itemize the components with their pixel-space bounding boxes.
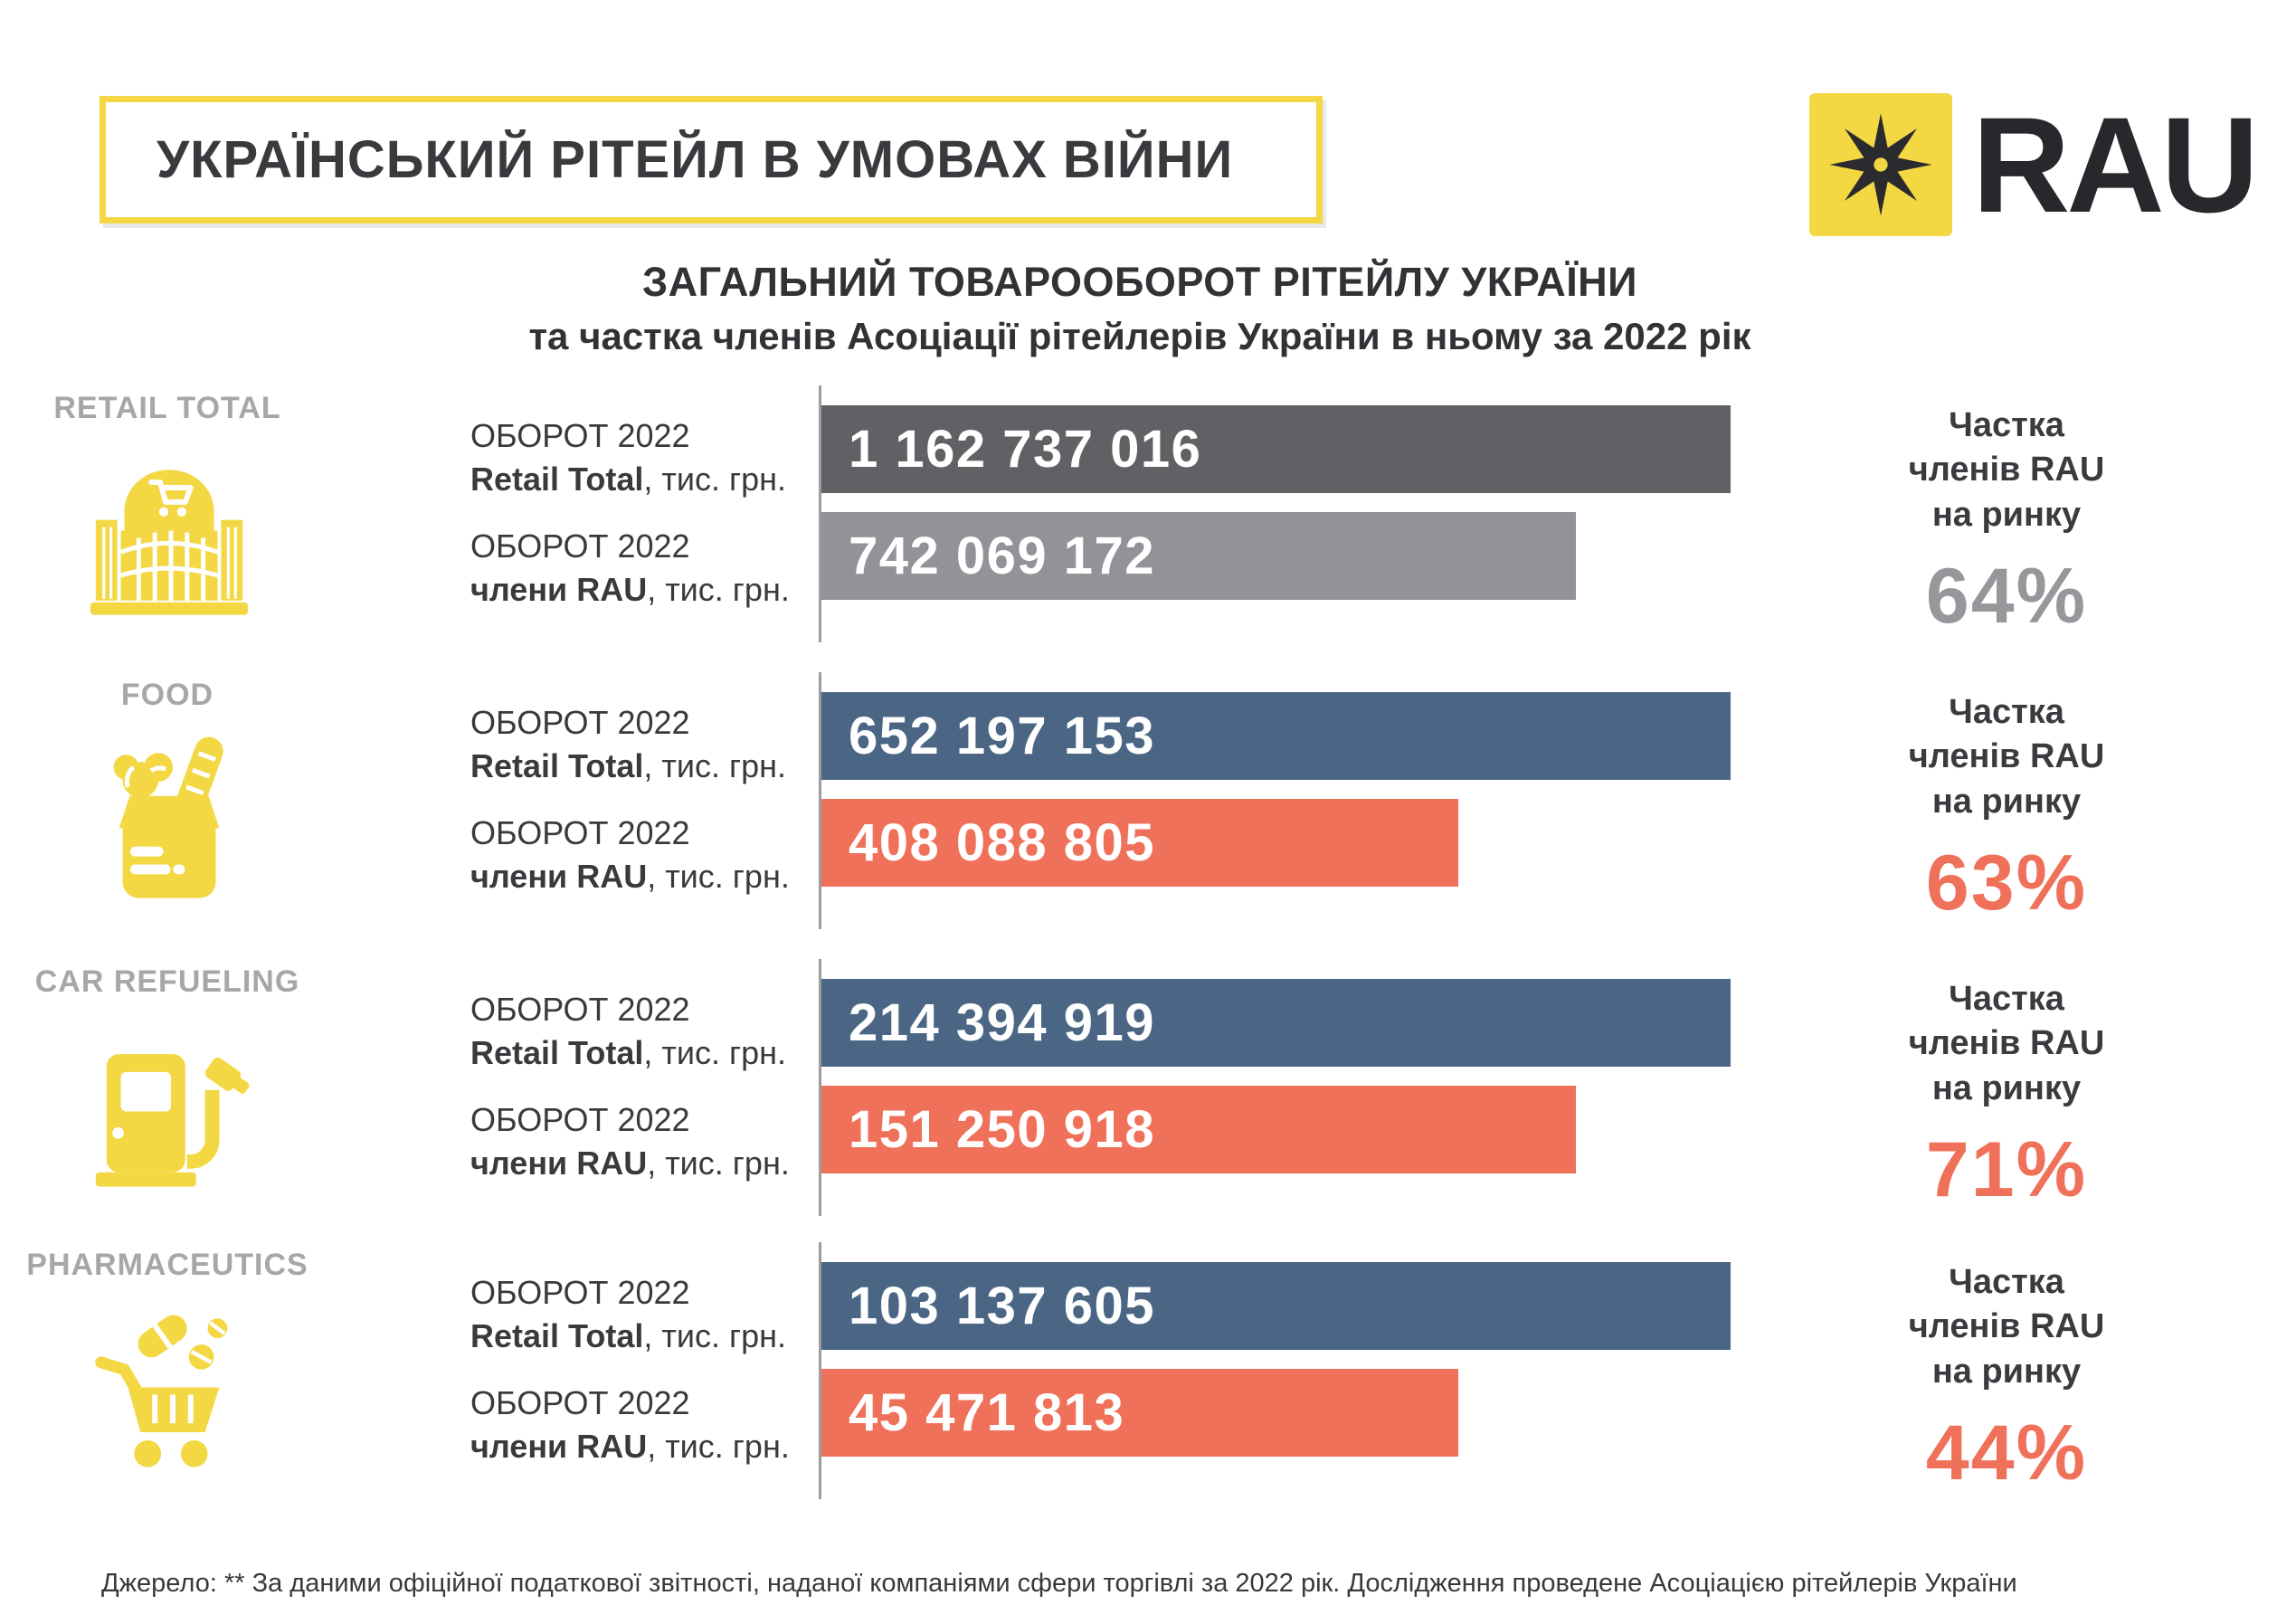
subtitle-line1: ЗАГАЛЬНИЙ ТОВАРООБОРОТ РІТЕЙЛУ УКРАЇНИ <box>641 259 1638 305</box>
share-heading: Частка членів RAU на ринку <box>1908 693 2105 821</box>
share-percent: 44% <box>1925 1410 2088 1497</box>
subtitle-line2: та частка членів Асоціації рітейлерів Ук… <box>528 315 1751 357</box>
bar-track: 1 162 737 016 742 069 172 <box>821 405 1731 600</box>
bar-label-total: ОБОРОТ 2022 Retail Total, тис. грн. <box>470 1274 786 1355</box>
category-label: PHARMACEUTICS <box>26 1248 308 1282</box>
bar-value: 214 394 919 <box>849 993 1156 1052</box>
grocery-bag-icon <box>80 728 259 914</box>
bar-label-rau: ОБОРОТ 2022 члени RAU, тис. грн. <box>470 527 790 609</box>
page-title: УКРАЇНСЬКИЙ РІТЕЙЛ В УМОВАХ ВІЙНИ <box>157 130 1234 189</box>
rau-share-block: Частка членів RAU на ринку 44% <box>1835 1260 2178 1498</box>
bar-value: 408 088 805 <box>849 813 1156 872</box>
bar-total: 1 162 737 016 <box>821 405 1731 493</box>
bar-total: 652 197 153 <box>821 692 1731 780</box>
bar-label-rau: ОБОРОТ 2022 члени RAU, тис. грн. <box>470 1101 790 1182</box>
logo-square <box>1809 93 1952 236</box>
bar-value: 103 137 605 <box>849 1277 1156 1335</box>
eight-point-star-icon <box>1829 113 1932 216</box>
pharmacy-cart-icon <box>80 1298 259 1484</box>
rau-share-block: Частка членів RAU на ринку 71% <box>1835 977 2178 1215</box>
section-retail-total: RETAIL TOTAL <box>0 385 2296 677</box>
share-percent: 64% <box>1925 553 2088 641</box>
bar-label-total: ОБОРОТ 2022 Retail Total, тис. грн. <box>470 704 786 785</box>
bar-rau: 151 250 918 <box>821 1086 1577 1173</box>
share-heading: Частка членів RAU на ринку <box>1908 1263 2105 1391</box>
section-pharmaceutics: PHARMACEUTICS ОБОРОТ <box>0 1242 2296 1534</box>
bar-total: 103 137 605 <box>821 1262 1731 1350</box>
bar-label-rau: ОБОРОТ 2022 члени RAU, тис. грн. <box>470 1384 790 1466</box>
bar-label-total: ОБОРОТ 2022 Retail Total, тис. грн. <box>470 417 786 499</box>
bar-rau: 742 069 172 <box>821 512 1577 600</box>
axis-line <box>819 385 821 642</box>
section-car-refueling: CAR REFUELING ОБОРОТ 2022 Retail Total, … <box>0 959 2296 1250</box>
bar-value: 45 471 813 <box>849 1383 1125 1442</box>
bar-rau: 408 088 805 <box>821 799 1458 887</box>
bar-track: 652 197 153 408 088 805 <box>821 692 1731 887</box>
bar-value: 742 069 172 <box>849 527 1156 585</box>
rau-share-block: Частка членів RAU на ринку 64% <box>1835 404 2178 641</box>
category-label: CAR REFUELING <box>34 964 300 999</box>
share-percent: 63% <box>1925 840 2088 927</box>
share-heading: Частка членів RAU на ринку <box>1908 406 2105 534</box>
bar-label-total: ОБОРОТ 2022 Retail Total, тис. грн. <box>470 991 786 1072</box>
axis-line <box>819 1242 821 1499</box>
mall-icon <box>80 442 259 627</box>
rau-logo: RAU <box>1809 89 2259 241</box>
share-heading: Частка членів RAU на ринку <box>1908 980 2105 1107</box>
category-label: FOOD <box>120 678 214 712</box>
bar-value: 151 250 918 <box>849 1100 1156 1159</box>
bar-track: 103 137 605 45 471 813 <box>821 1262 1731 1457</box>
bar-track: 214 394 919 151 250 918 <box>821 979 1731 1173</box>
bar-value: 1 162 737 016 <box>849 420 1202 479</box>
rau-share-block: Частка членів RAU на ринку 63% <box>1835 690 2178 928</box>
axis-line <box>819 672 821 929</box>
source-note: Джерело: ** За даними офіційної податков… <box>101 1569 2017 1598</box>
bar-total: 214 394 919 <box>821 979 1731 1067</box>
bar-value: 652 197 153 <box>849 707 1156 765</box>
axis-line <box>819 959 821 1216</box>
section-food: FOOD <box>0 672 2296 964</box>
bar-rau: 45 471 813 <box>821 1369 1458 1457</box>
title-box: УКРАЇНСЬКИЙ РІТЕЙЛ В УМОВАХ ВІЙНИ <box>100 96 1323 223</box>
bar-label-rau: ОБОРОТ 2022 члени RAU, тис. грн. <box>470 814 790 896</box>
chart-subtitle: ЗАГАЛЬНИЙ ТОВАРООБОРОТ РІТЕЙЛУ УКРАЇНИ т… <box>235 259 2045 358</box>
fuel-pump-icon <box>80 1015 259 1201</box>
logo-wordmark: RAU <box>1972 89 2259 241</box>
category-label: RETAIL TOTAL <box>53 391 281 425</box>
share-percent: 71% <box>1925 1126 2088 1214</box>
